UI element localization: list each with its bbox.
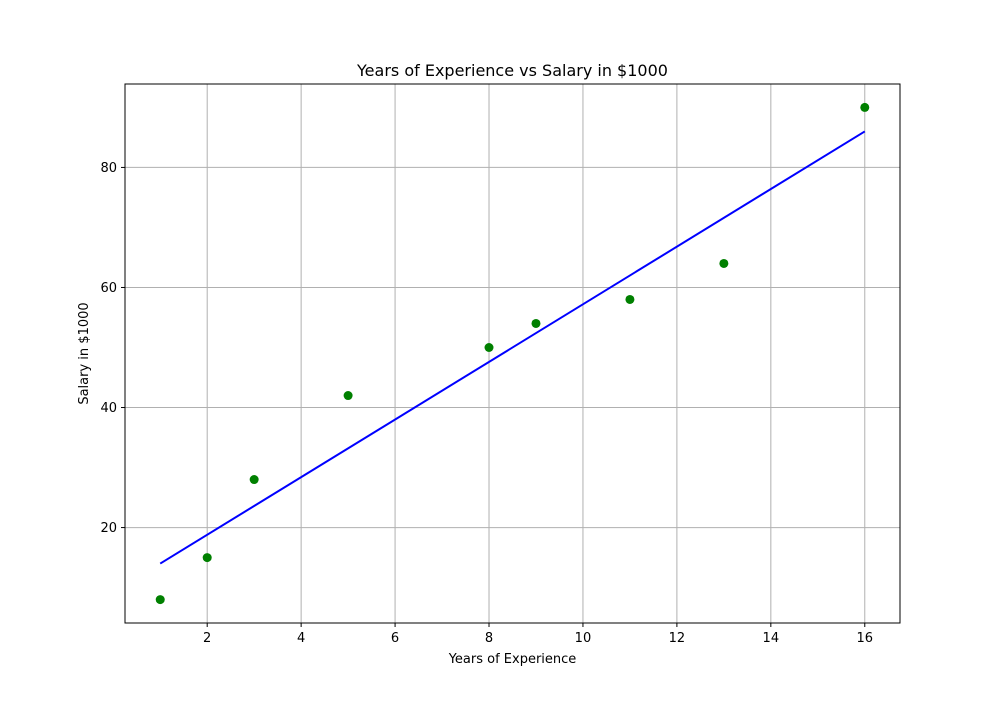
plot-data [155,102,870,605]
x-tick-label: 12 [669,631,686,646]
axis-ticks: 2 4 6 8 10 12 14 16 20 40 60 80 [100,161,873,646]
scatter-point [202,553,212,563]
scatter-point [531,318,541,328]
y-tick-label: 40 [100,401,117,416]
y-axis-label: Salary in $1000 [77,302,92,404]
x-tick-label: 4 [297,631,305,646]
x-tick-label: 2 [203,631,211,646]
grid [125,84,900,623]
scatter-point [625,294,635,304]
y-tick-label: 60 [100,281,117,296]
scatter-point [249,475,259,485]
chart-title: Years of Experience vs Salary in $1000 [356,61,668,80]
scatter-point [860,102,870,112]
y-tick-label: 20 [100,521,117,536]
scatter-point [719,258,729,268]
scatter-point [343,391,353,401]
regression-line [159,130,866,565]
x-axis-label: Years of Experience [448,652,577,667]
x-tick-label: 6 [391,631,399,646]
x-tick-label: 8 [485,631,493,646]
plot-frame [124,83,901,624]
x-tick-label: 10 [575,631,592,646]
x-tick-label: 14 [763,631,780,646]
y-tick-label: 80 [100,161,117,176]
scatter-point [155,595,165,605]
x-tick-label: 16 [856,631,873,646]
scatter-point [484,342,494,352]
